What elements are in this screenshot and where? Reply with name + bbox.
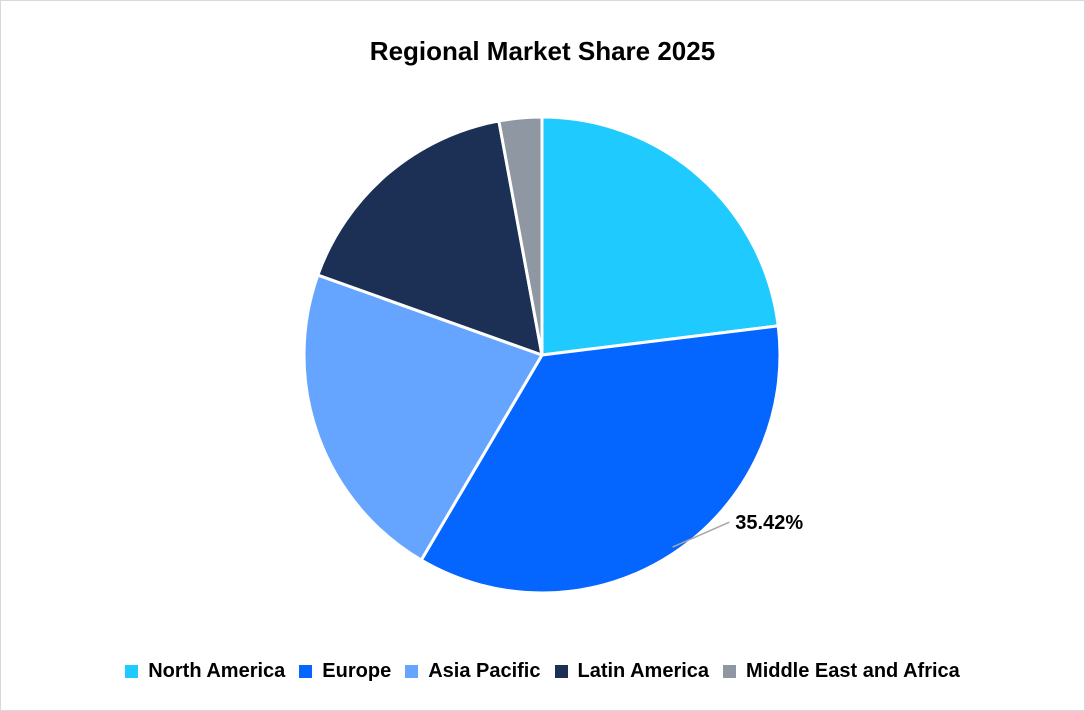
legend-item: Middle East and Africa [723,660,960,683]
legend-item: North America [125,660,285,683]
legend-label: Asia Pacific [428,660,541,682]
pie-slice-latin-america [316,119,544,357]
pie-slice-europe [419,324,782,595]
legend-swatch [125,665,139,678]
legend-swatch [405,665,419,678]
chart-legend: North America Europe Asia Pacific Latin Ame… [0,660,1085,683]
legend-label: Middle East and Africa [746,660,960,682]
data-label-leader-line [672,521,730,548]
pie-slice-north-america [540,115,780,357]
pie-slice-middle-east-and-africa [497,115,544,357]
legend-swatch [554,665,568,678]
pie-slice-asia-pacific [302,273,544,562]
legend-label: Europe [322,660,392,682]
data-label: 35.42% [735,512,803,534]
chart-title: Regional Market Share 2025 [369,36,716,66]
legend-label: North America [148,660,286,682]
legend-item: Latin America [554,660,710,683]
legend-item: Europe [299,660,391,683]
legend-swatch [299,665,313,678]
legend-swatch [723,665,737,678]
legend-item: Asia Pacific [405,660,541,683]
legend-label: Latin America [577,660,710,682]
